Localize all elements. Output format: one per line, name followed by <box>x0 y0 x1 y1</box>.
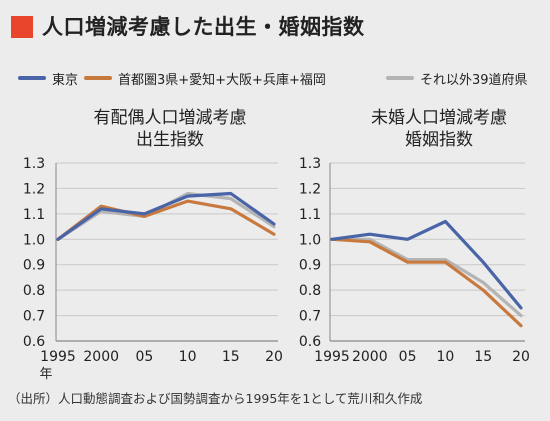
left-x-tick-label: 10 <box>179 349 197 365</box>
right-y-tick-label: 0.8 <box>299 283 321 299</box>
left-x-tick-label: 2000 <box>83 349 119 365</box>
legend-label-metro: 首都圏3県+愛知+大阪+兵庫+福岡 <box>118 72 326 88</box>
right-series-line-1 <box>330 237 523 328</box>
left-panel-title: 有配偶人口増減考慮 出生指数 <box>65 107 275 151</box>
left-series-line-0 <box>56 191 276 241</box>
right-x-tick-label: 20 <box>512 349 530 365</box>
legend-item-others: それ以外39道府県 <box>386 68 528 88</box>
legend-swatch-others <box>386 76 414 80</box>
legend-item-metro: 首都圏3県+愛知+大阪+兵庫+福岡 <box>84 68 326 88</box>
right-x-tick-label: 15 <box>474 349 492 365</box>
left-y-tick-label: 1.1 <box>23 207 45 223</box>
right-y-tick-label: 0.9 <box>299 258 321 274</box>
right-y-tick-label: 0.7 <box>299 309 321 325</box>
right-y-tick-label: 0.6 <box>299 334 321 350</box>
left-x-tick-label: 1995 <box>40 349 76 365</box>
legend-item-tokyo: 東京 <box>18 68 78 88</box>
legend-label-tokyo: 東京 <box>52 72 79 88</box>
left-panel-title-line2: 出生指数 <box>136 130 204 150</box>
left-y-tick-label: 0.6 <box>23 334 45 350</box>
right-series-line-0 <box>330 219 523 310</box>
legend-swatch-metro <box>84 76 112 80</box>
left-x-tick-label: 15 <box>222 349 240 365</box>
source-note: （出所）人口動態調査および国勢調査から1995年を1として荒川和久作成 <box>8 391 423 406</box>
right-x-tick-label: 10 <box>436 349 454 365</box>
right-x-tick-label: 05 <box>399 349 417 365</box>
page-title: 人口増減考慮した出生・婚姻指数 <box>42 15 365 39</box>
legend: 東京 首都圏3県+愛知+大阪+兵庫+福岡 それ以外39道府県 <box>10 68 546 88</box>
left-y-tick-label: 0.8 <box>23 283 45 299</box>
left-x-tick-label: 05 <box>135 349 153 365</box>
right-y-tick-label: 1.0 <box>299 232 321 248</box>
right-panel-title-line1: 未婚人口増減考慮 <box>371 108 507 128</box>
left-y-tick-label: 0.9 <box>23 258 45 274</box>
left-y-tick-label: 0.7 <box>23 309 45 325</box>
right-panel-title-line2: 婚姻指数 <box>405 130 473 150</box>
right-x-tick-label: 2000 <box>352 349 388 365</box>
right-y-tick-label: 1.1 <box>299 207 321 223</box>
right-series-line-2 <box>330 237 523 318</box>
left-panel-title-line1: 有配偶人口増減考慮 <box>93 108 247 128</box>
left-x-unit-label: 年 <box>39 367 52 382</box>
right-y-tick-label: 1.3 <box>299 156 321 172</box>
right-y-tick-label: 1.2 <box>299 181 321 197</box>
right-panel-title: 未婚人口増減考慮 婚姻指数 <box>334 107 544 151</box>
left-y-tick-label: 1.3 <box>23 156 45 172</box>
left-y-tick-label: 1.2 <box>23 181 45 197</box>
left-y-tick-label: 1.0 <box>23 232 45 248</box>
left-x-tick-label: 20 <box>265 349 283 365</box>
right-x-tick-label: 1995 <box>314 349 350 365</box>
legend-swatch-tokyo <box>18 76 46 80</box>
left-series-line-1 <box>56 199 276 241</box>
title-marker <box>11 16 33 38</box>
legend-label-others: それ以外39道府県 <box>420 72 528 88</box>
